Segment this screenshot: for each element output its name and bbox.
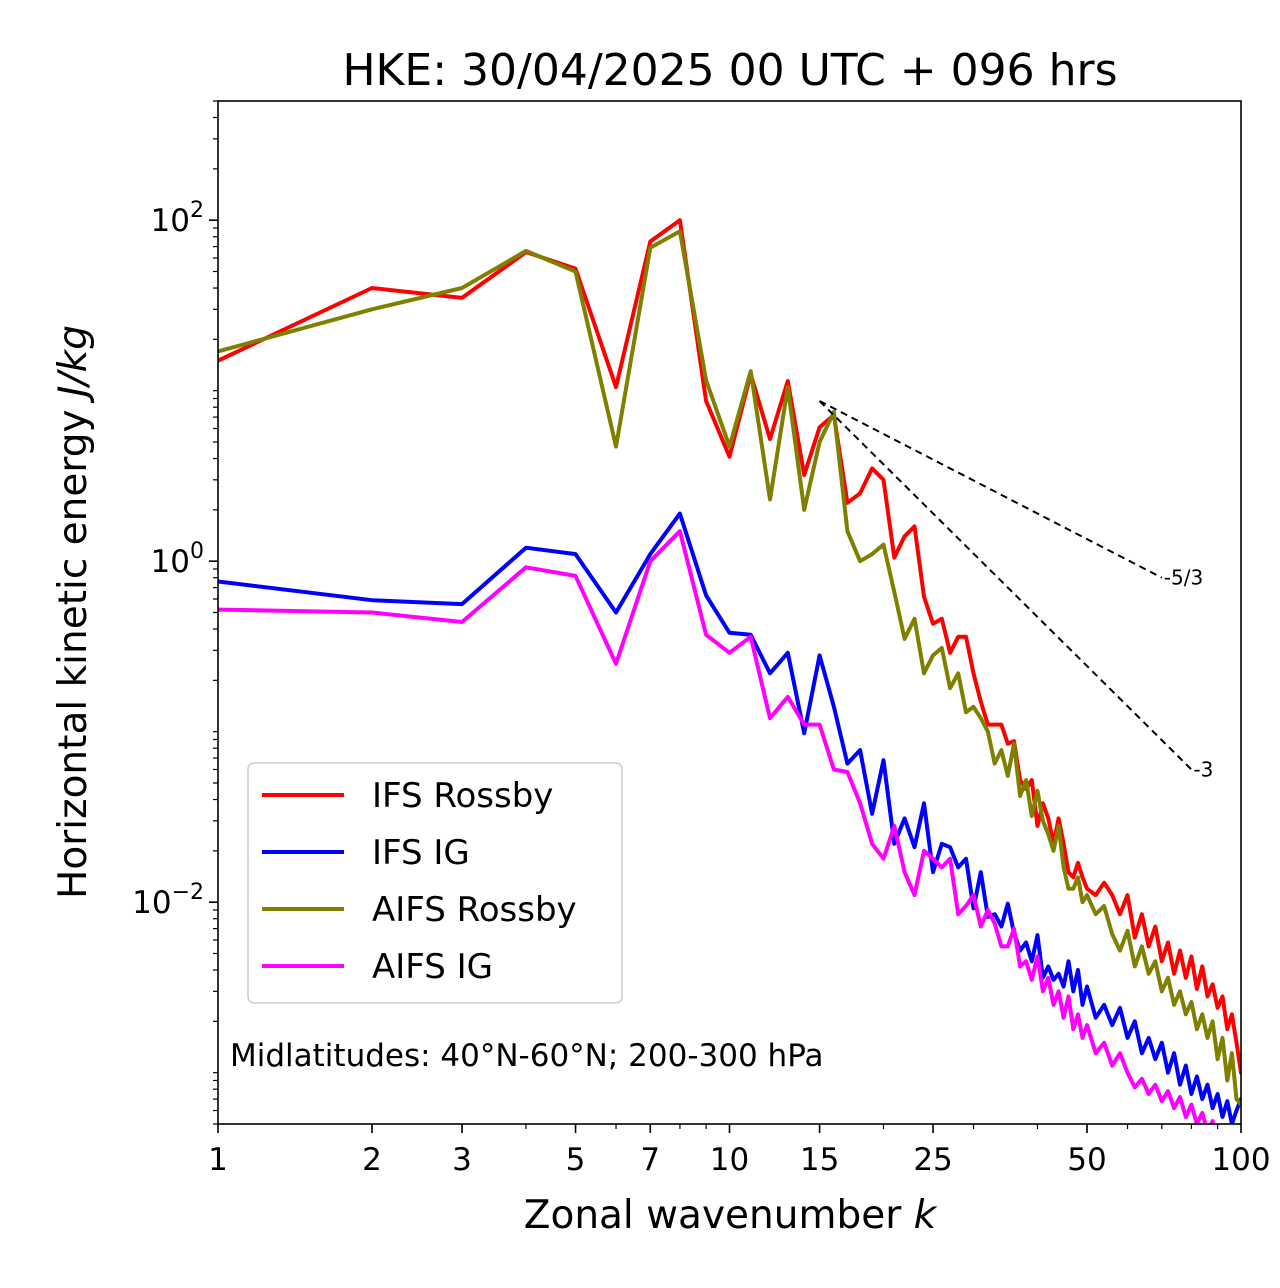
reference-label-5-3: -5/3 <box>1164 566 1203 590</box>
y-axis-label-text: Horizontal kinetic energy <box>51 409 96 899</box>
y-tick-label: 10−2 <box>132 880 204 921</box>
legend-box <box>247 762 623 1004</box>
x-tick-label: 2 <box>362 1142 382 1178</box>
series-line-aifs-rossby <box>218 229 1241 1107</box>
legend: IFS Rossby IFS IG AIFS Rossby AIFS IG <box>247 762 623 1004</box>
x-axis: 1 2 3 5 7 10 15 25 50 100 <box>208 1124 1271 1178</box>
legend-label-ifs-rossby: IFS Rossby <box>372 776 553 816</box>
x-axis-label: Zonal wavenumber k <box>524 1193 938 1238</box>
reference-label-3: -3 <box>1193 757 1213 781</box>
y-tick-label: 102 <box>151 198 204 239</box>
plot-area <box>218 218 1241 1124</box>
x-tick-label: 50 <box>1067 1142 1106 1178</box>
reference-line-5-3 <box>819 400 1163 579</box>
reference-line-3 <box>818 400 1193 771</box>
series-line-aifs-ig <box>218 529 1216 1124</box>
series-line-ifs-ig <box>218 511 1241 1124</box>
x-axis-label-var: k <box>914 1193 938 1238</box>
x-axis-label-text: Zonal wavenumber <box>524 1193 902 1238</box>
y-axis-label: Horizontal kinetic energy J/kg <box>51 325 96 899</box>
x-tick-label: 3 <box>452 1142 472 1178</box>
legend-label-aifs-rossby: AIFS Rossby <box>372 890 577 930</box>
x-tick-label: 15 <box>800 1142 839 1178</box>
x-tick-label: 7 <box>640 1142 660 1178</box>
y-axis-label-unit: J/kg <box>51 325 96 404</box>
x-tick-label: 100 <box>1211 1142 1270 1178</box>
x-tick-label: 25 <box>913 1142 952 1178</box>
x-tick-label: 5 <box>566 1142 586 1178</box>
legend-label-ifs-ig: IFS IG <box>372 833 470 873</box>
reference-lines: -5/3 -3 <box>818 400 1213 781</box>
region-annotation: Midlatitudes: 40°N-60°N; 200-300 hPa <box>230 1038 824 1074</box>
y-axis: 102 100 10−2 <box>132 100 218 1125</box>
x-tick-label: 1 <box>208 1142 228 1178</box>
y-tick-label: 100 <box>151 539 204 580</box>
legend-label-aifs-ig: AIFS IG <box>372 947 493 987</box>
chart-title: HKE: 30/04/2025 00 UTC + 096 hrs <box>342 45 1117 96</box>
x-tick-label: 10 <box>710 1142 749 1178</box>
